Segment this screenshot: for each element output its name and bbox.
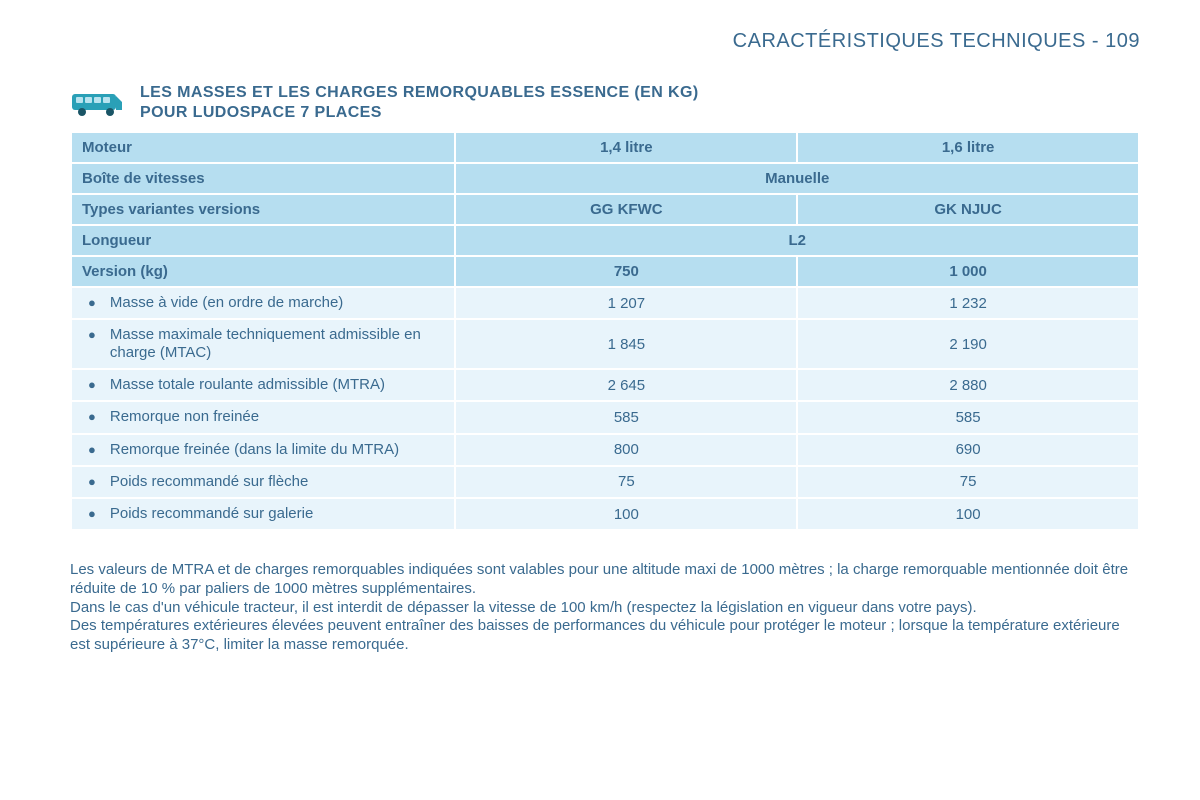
title-line-1: LES MASSES ET LES CHARGES REMORQUABLES E… <box>140 83 699 103</box>
table-cell-value: 1 845 <box>455 319 797 369</box>
table-cell-value: 800 <box>455 434 797 466</box>
van-icon <box>70 88 124 118</box>
bullet-icon: ● <box>88 473 96 491</box>
table-title: LES MASSES ET LES CHARGES REMORQUABLES E… <box>140 83 699 123</box>
table-header-value: L2 <box>455 225 1139 256</box>
note-paragraph: Les valeurs de MTRA et de charges remorq… <box>70 561 1140 599</box>
table-cell-value: 2 880 <box>797 369 1139 401</box>
bullet-icon: ● <box>88 326 96 344</box>
table-cell-value: 1 232 <box>797 287 1139 319</box>
row-label-text: Masse maximale techniquement admissible … <box>110 326 445 362</box>
table-row-label: ● Masse maximale techniquement admissible… <box>71 319 455 369</box>
table-row-label: ● Poids recommandé sur galerie <box>71 498 455 530</box>
spec-table: Moteur1,4 litre1,6 litre Boîte de vitesse… <box>70 131 1140 531</box>
row-label-text: Masse à vide (en ordre de marche) <box>110 294 343 312</box>
notes-block: Les valeurs de MTRA et de charges remorq… <box>70 561 1140 655</box>
table-cell-value: 1 207 <box>455 287 797 319</box>
note-paragraph: Des températures extérieures élevées peu… <box>70 617 1140 655</box>
table-cell-value: 690 <box>797 434 1139 466</box>
table-header-value: GG KFWC <box>455 194 797 225</box>
table-header-value: GK NJUC <box>797 194 1139 225</box>
table-header-label: Boîte de vitesses <box>71 163 455 194</box>
bullet-icon: ● <box>88 441 96 459</box>
table-row-label: ● Remorque freinée (dans la limite du MTR… <box>71 434 455 466</box>
row-label-text: Poids recommandé sur galerie <box>110 505 313 523</box>
table-cell-value: 585 <box>455 401 797 433</box>
table-header-value: 750 <box>455 256 797 287</box>
bullet-icon: ● <box>88 505 96 523</box>
table-header-label: Version (kg) <box>71 256 455 287</box>
title-row: LES MASSES ET LES CHARGES REMORQUABLES E… <box>70 83 1140 123</box>
row-label-text: Remorque non freinée <box>110 408 259 426</box>
table-header-label: Moteur <box>71 132 455 163</box>
bullet-icon: ● <box>88 376 96 394</box>
table-row-label: ● Remorque non freinée <box>71 401 455 433</box>
table-header-value: 1,4 litre <box>455 132 797 163</box>
table-cell-value: 2 190 <box>797 319 1139 369</box>
title-line-2: POUR LUDOSPACE 7 PLACES <box>140 103 699 123</box>
table-header-value: Manuelle <box>455 163 1139 194</box>
table-cell-value: 2 645 <box>455 369 797 401</box>
table-cell-value: 100 <box>797 498 1139 530</box>
bullet-icon: ● <box>88 408 96 426</box>
table-row-label: ● Masse à vide (en ordre de marche) <box>71 287 455 319</box>
table-header-label: Longueur <box>71 225 455 256</box>
table-row-label: ● Masse totale roulante admissible (MTRA) <box>71 369 455 401</box>
bullet-icon: ● <box>88 294 96 312</box>
table-cell-value: 75 <box>455 466 797 498</box>
page-header: CARACTÉRISTIQUES TECHNIQUES - 109 <box>70 30 1140 53</box>
row-label-text: Masse totale roulante admissible (MTRA) <box>110 376 385 394</box>
note-paragraph: Dans le cas d'un véhicule tracteur, il e… <box>70 599 1140 618</box>
table-cell-value: 585 <box>797 401 1139 433</box>
table-cell-value: 100 <box>455 498 797 530</box>
table-header-label: Types variantes versions <box>71 194 455 225</box>
table-row-label: ● Poids recommandé sur flèche <box>71 466 455 498</box>
row-label-text: Remorque freinée (dans la limite du MTRA… <box>110 441 399 459</box>
row-label-text: Poids recommandé sur flèche <box>110 473 308 491</box>
table-header-value: 1,6 litre <box>797 132 1139 163</box>
table-cell-value: 75 <box>797 466 1139 498</box>
table-header-value: 1 000 <box>797 256 1139 287</box>
